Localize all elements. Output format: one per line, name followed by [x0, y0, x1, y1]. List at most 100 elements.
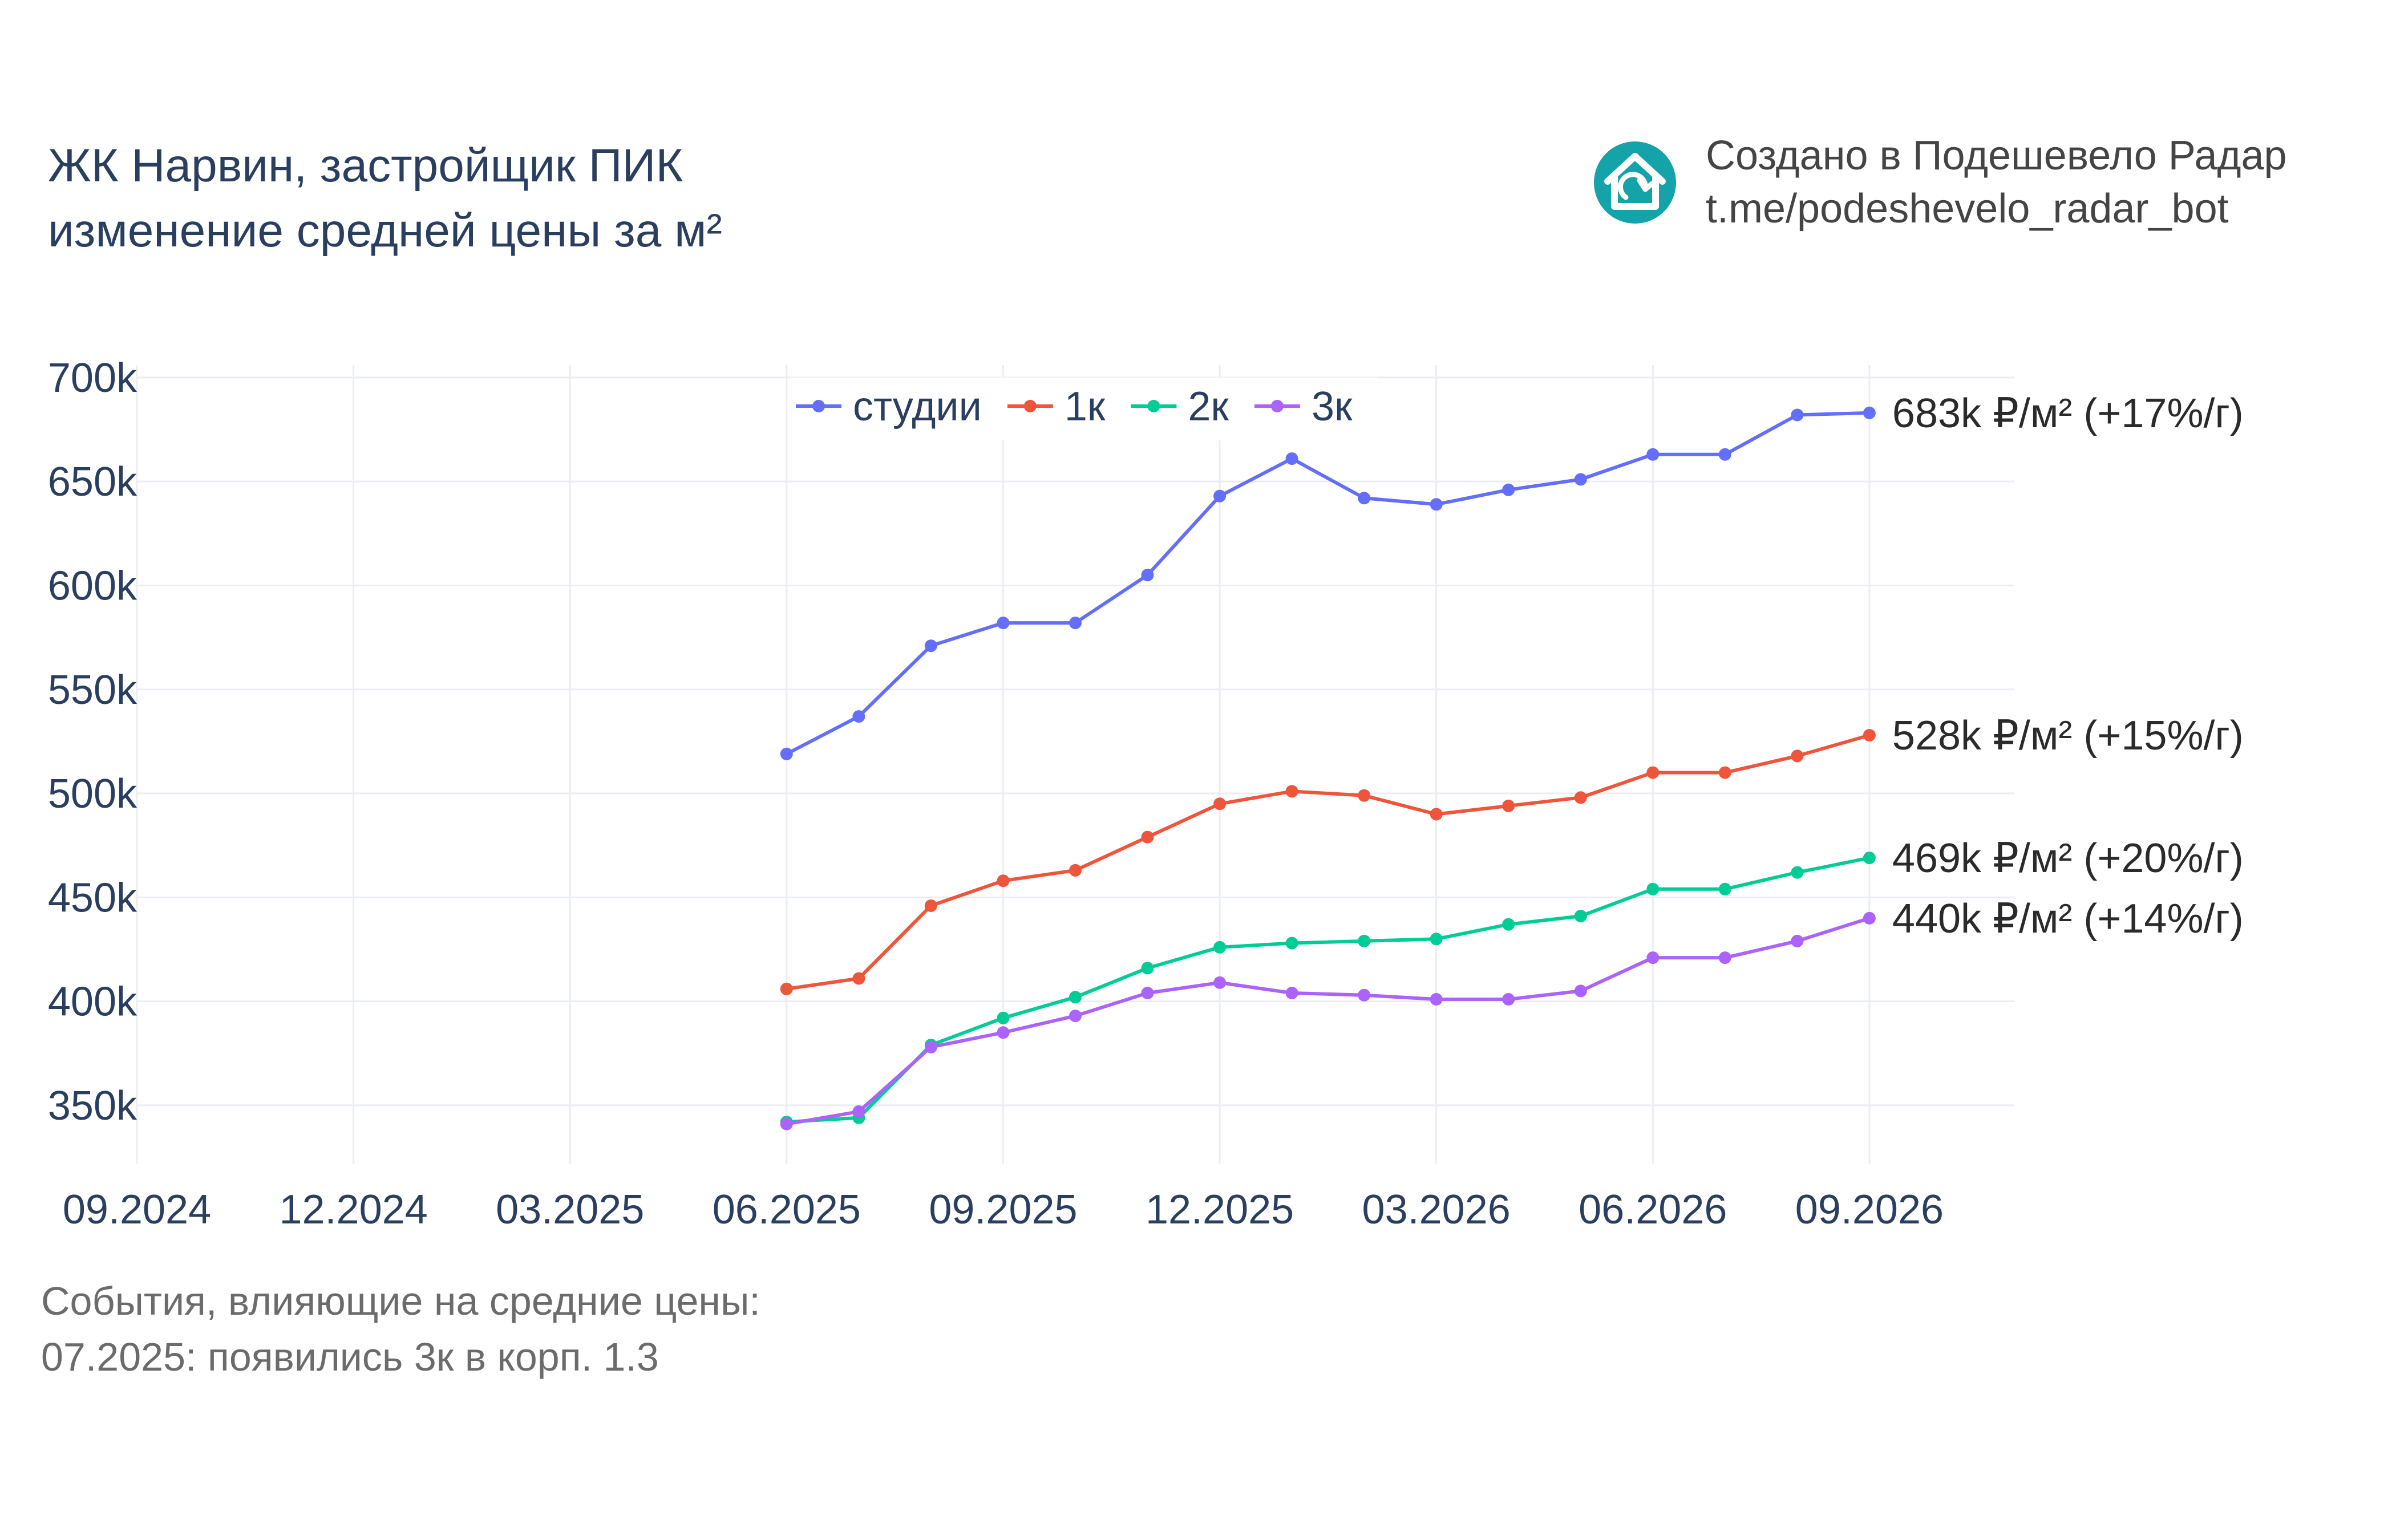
y-axis: 350k 400k 450k 500k 550k 600k 650k 700k: [48, 355, 137, 1129]
x-tick-label: 06.2025: [713, 1187, 861, 1233]
x-tick-label: 03.2025: [496, 1187, 644, 1233]
data-point: [780, 747, 793, 760]
data-point: [1141, 569, 1154, 582]
legend-item[interactable]: студии: [796, 384, 982, 429]
x-tick-label: 09.2025: [929, 1187, 1077, 1233]
data-point: [1791, 934, 1804, 947]
legend-marker: [1270, 400, 1284, 412]
x-tick-label: 09.2026: [1795, 1187, 1944, 1233]
y-tick-label: 400k: [48, 979, 137, 1025]
x-tick-label: 06.2026: [1579, 1187, 1727, 1233]
data-point: [1502, 918, 1515, 931]
series-line: [786, 411, 1869, 756]
data-point: [1213, 489, 1227, 502]
data-point: [1069, 1010, 1082, 1023]
data-point: [1646, 766, 1660, 779]
data-point: [1141, 830, 1154, 844]
data-point: [1358, 789, 1371, 802]
data-point: [1718, 882, 1731, 895]
x-tick-label: 03.2026: [1362, 1187, 1511, 1233]
series-end-label: 469k ₽/м² (+20%/г): [1892, 836, 2244, 881]
data-point: [997, 617, 1010, 630]
series-end-label: 683k ₽/м² (+17%/г): [1892, 391, 2244, 436]
series-line: [786, 856, 1870, 1124]
series-1к: [780, 729, 1876, 995]
data-point: [1502, 993, 1515, 1006]
data-point: [1863, 406, 1876, 419]
data-point: [1285, 987, 1298, 999]
legend-item[interactable]: 3к: [1254, 384, 1353, 429]
y-tick-label: 500k: [48, 771, 137, 817]
data-point: [1358, 988, 1371, 1002]
data-point: [1574, 984, 1587, 998]
data-point: [1285, 452, 1298, 465]
legend-item[interactable]: 2к: [1131, 384, 1229, 429]
data-point: [1213, 797, 1227, 810]
legend-label: 2к: [1188, 384, 1229, 429]
data-point: [997, 874, 1010, 887]
data-point: [1430, 808, 1443, 821]
data-point: [1358, 934, 1371, 947]
x-tick-label: 12.2024: [279, 1187, 427, 1233]
data-point: [1863, 852, 1876, 865]
data-point: [852, 972, 865, 985]
legend-label: 3к: [1312, 384, 1353, 429]
data-point: [1213, 976, 1227, 989]
data-point: [1791, 749, 1804, 763]
data-point: [1069, 991, 1082, 1004]
data-point: [780, 982, 793, 995]
data-point: [1646, 882, 1660, 895]
data-point: [997, 1011, 1010, 1024]
data-point: [924, 1040, 937, 1053]
credit-line-1: Создано в Подешевело Радар: [1706, 133, 2287, 179]
data-point: [1791, 866, 1804, 879]
data-point: [852, 710, 865, 723]
x-tick-label: 09.2024: [63, 1187, 211, 1233]
y-tick-label: 600k: [48, 563, 137, 609]
data-point: [1502, 483, 1515, 496]
data-point: [1430, 993, 1443, 1006]
credit-line-2: t.me/podeshevelo_radar_bot: [1706, 186, 2229, 232]
y-tick-label: 650k: [48, 459, 137, 505]
data-point: [780, 1117, 793, 1130]
data-point: [924, 639, 937, 653]
legend-marker: [812, 400, 825, 412]
series-2к: [780, 852, 1876, 1129]
chart-title-line-2: изменение средней цены за м²: [48, 205, 722, 257]
grid: [136, 365, 2014, 1164]
data-point: [1430, 498, 1443, 511]
y-tick-label: 700k: [48, 355, 137, 401]
data-point: [1718, 448, 1731, 461]
data-point: [924, 899, 937, 912]
data-point: [997, 1026, 1010, 1039]
data-point: [852, 1105, 865, 1118]
y-tick-label: 450k: [48, 875, 137, 921]
data-point: [1791, 408, 1804, 422]
y-tick-label: 350k: [48, 1083, 137, 1129]
data-point: [1213, 941, 1227, 954]
series-end-label: 528k ₽/м² (+15%/г): [1892, 713, 2244, 759]
series-студии: [780, 406, 1876, 760]
x-tick-label: 12.2025: [1146, 1187, 1294, 1233]
legend: студии 1к 2к 3к: [790, 378, 1378, 440]
legend-item[interactable]: 1к: [1007, 384, 1106, 429]
data-point: [1285, 937, 1298, 950]
logo-icon: [1594, 141, 1676, 224]
end-labels: 683k ₽/м² (+17%/г) 528k ₽/м² (+15%/г) 469k…: [1892, 391, 2244, 942]
events-heading: События, влияющие на средние цены:: [41, 1279, 760, 1323]
data-point: [1646, 951, 1660, 964]
data-point: [1358, 492, 1371, 505]
series-line: [786, 916, 1870, 1126]
event-item: 07.2025: появились 3к в корп. 1.3: [41, 1335, 659, 1379]
legend-label: 1к: [1065, 384, 1106, 429]
data-point: [1646, 448, 1660, 461]
chart-title-line-1: ЖК Нарвин, застройщик ПИК: [48, 140, 683, 192]
legend-marker: [1023, 400, 1037, 412]
data-point: [1430, 933, 1443, 946]
data-point: [1863, 729, 1876, 741]
data-point: [1574, 473, 1587, 486]
legend-label: студии: [853, 384, 982, 429]
data-point: [1863, 911, 1876, 925]
data-point: [1574, 910, 1587, 923]
